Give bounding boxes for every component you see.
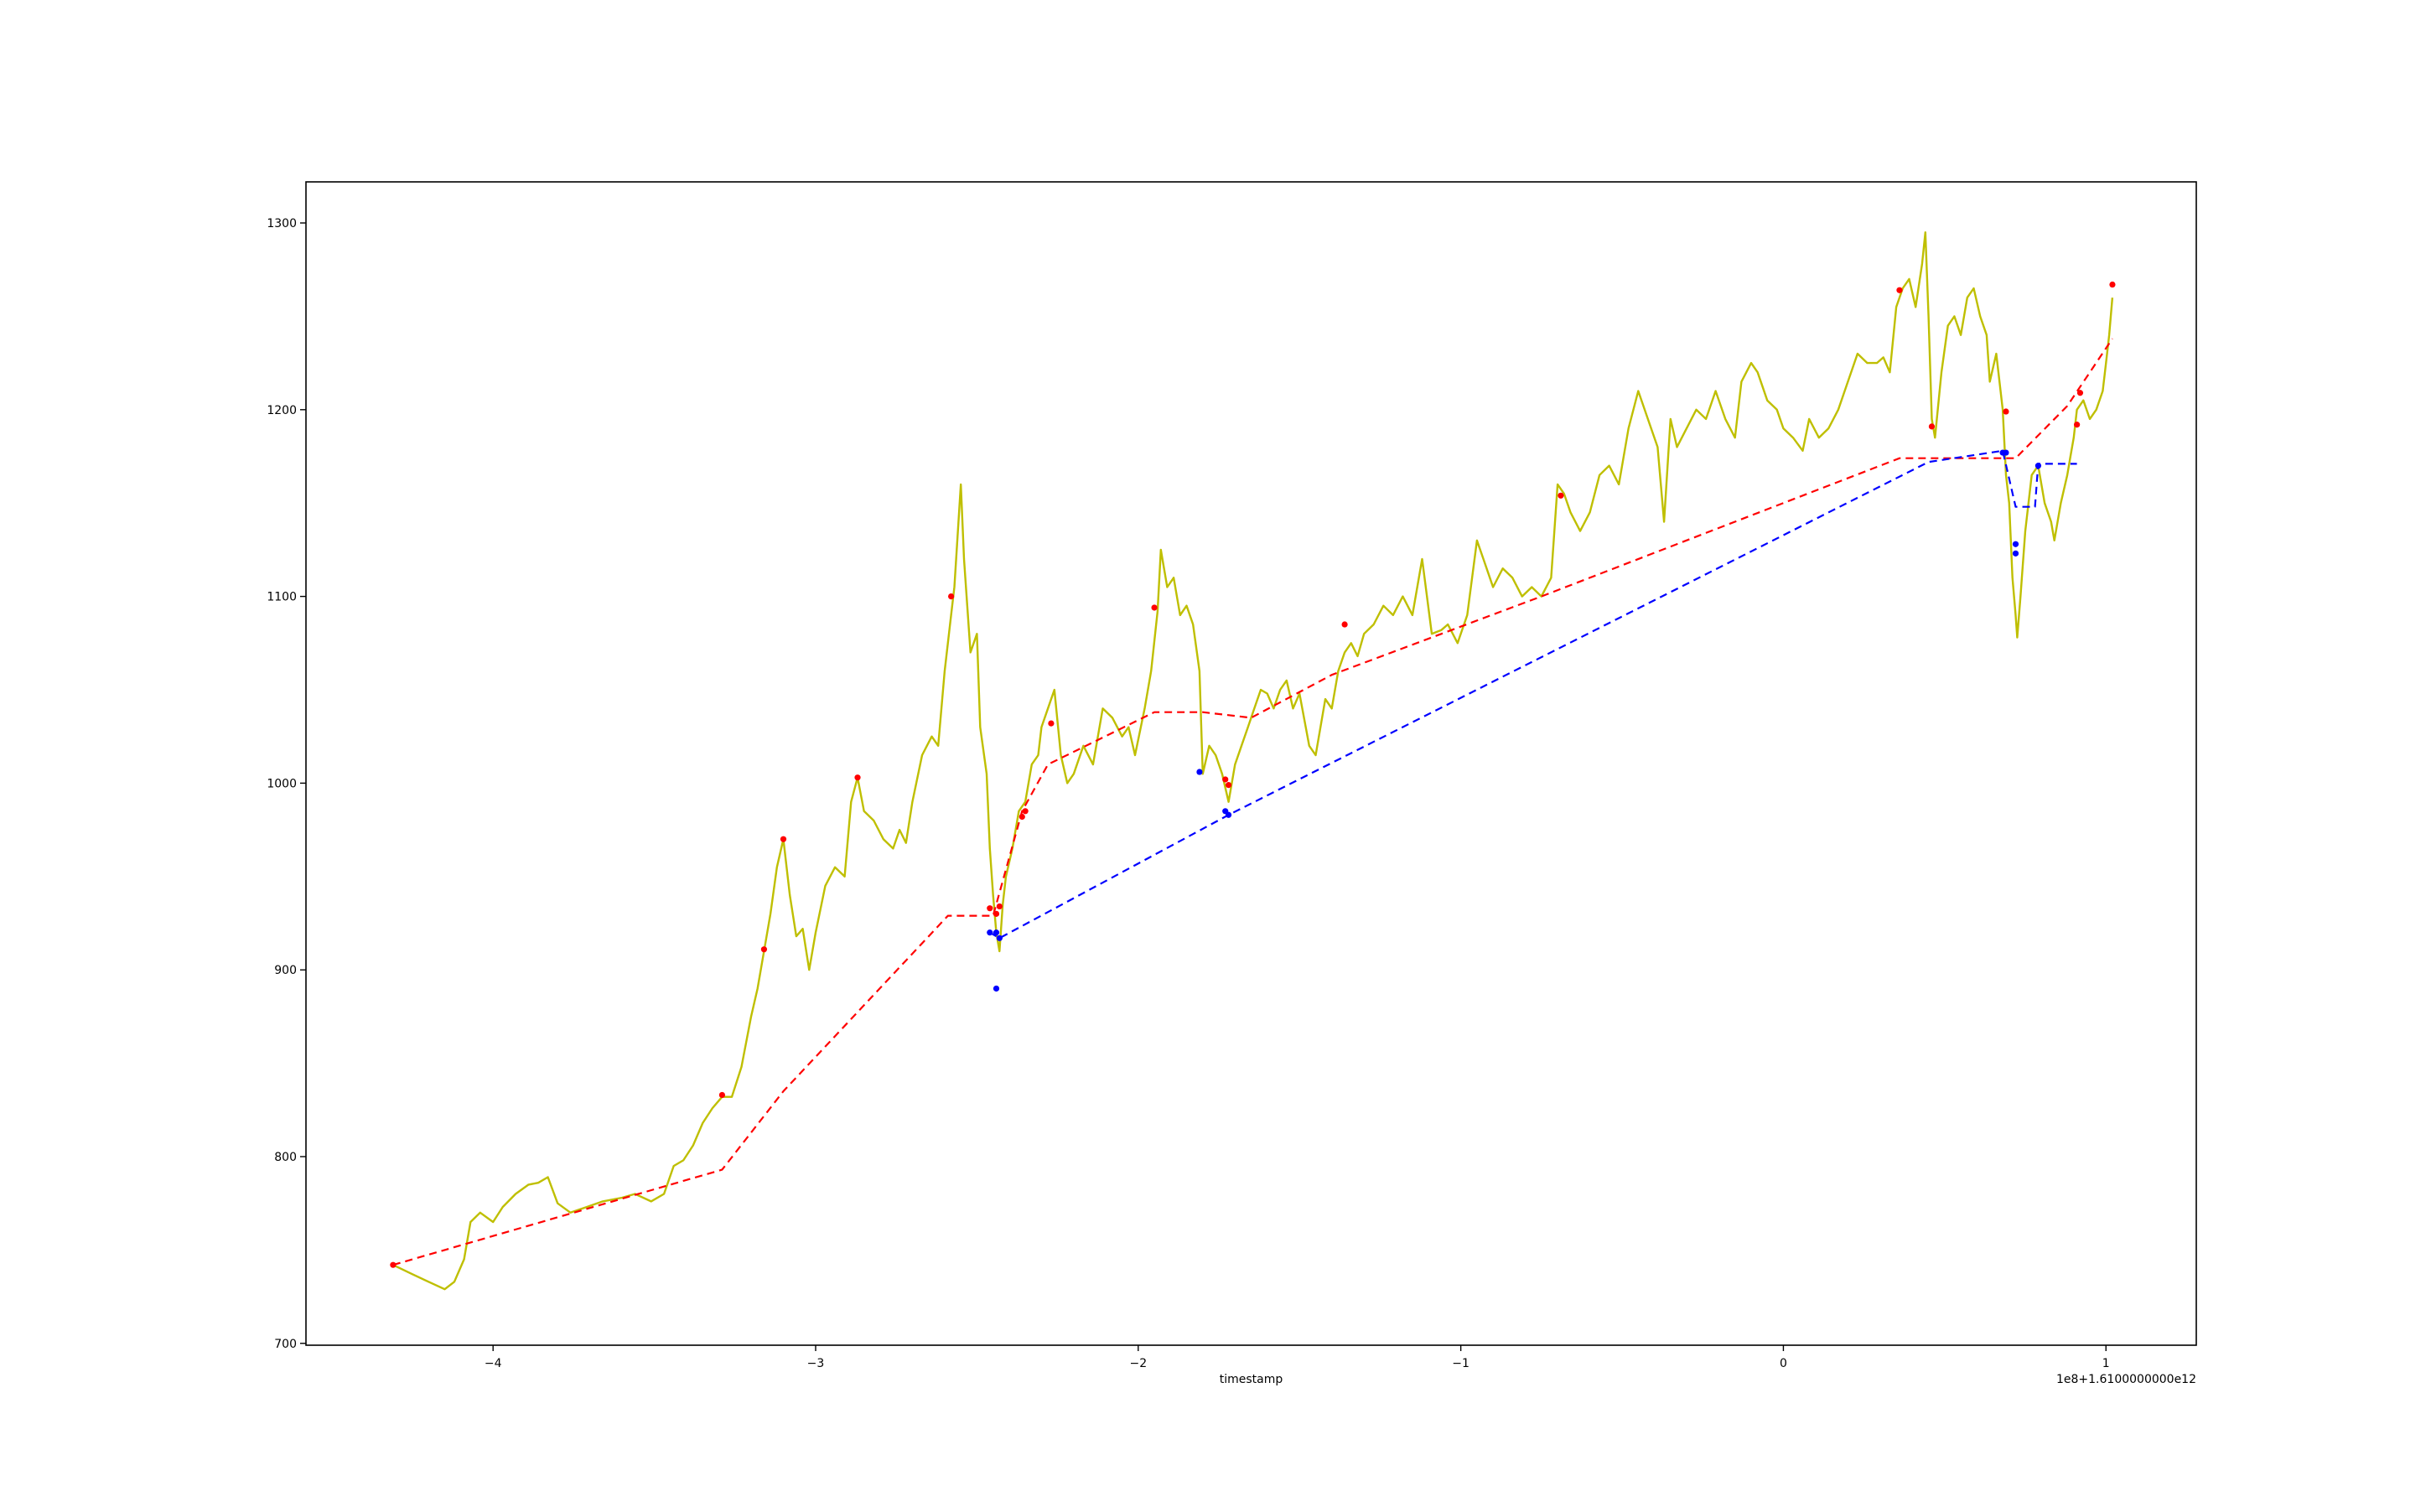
series-red-markers-point: [993, 910, 1000, 917]
series-red-markers-point: [1225, 782, 1232, 789]
series-red-markers-point: [987, 905, 993, 912]
series-blue-markers-point: [2012, 550, 2019, 557]
series-red-markers-point: [2003, 408, 2009, 415]
axes-frame: [305, 181, 2197, 1346]
series-red-markers-point: [2074, 422, 2081, 428]
x-axis-offset-label: 1e8+1.6100000000e12: [2056, 1373, 2196, 1386]
series-red-markers-point: [1222, 776, 1229, 783]
series-blue-dashed-line: [989, 449, 2077, 940]
series-red-markers-point: [854, 774, 861, 781]
x-tick-label: −1: [1452, 1357, 1469, 1370]
series-red-markers-point: [2076, 390, 2084, 396]
y-tick-label: 1000: [267, 777, 297, 790]
x-tick-label: 1: [2102, 1357, 2110, 1370]
plot-area: [390, 231, 2116, 1291]
y-tick-label: 1300: [267, 217, 297, 230]
y-tick-label: 800: [274, 1151, 297, 1164]
series-blue-markers-point: [996, 935, 1003, 941]
series-blue-markers-point: [1225, 811, 1232, 818]
series-price-line: [392, 231, 2114, 1291]
series-red-markers-point: [1048, 720, 1055, 727]
series-blue-markers-point: [2012, 541, 2019, 547]
y-axis: 700 800 900 1000 1100 1200 1300: [267, 217, 306, 1351]
series-red-markers-point: [1022, 808, 1029, 815]
series-red-markers-point: [2109, 281, 2116, 288]
series-red-markers-point: [996, 903, 1003, 910]
series-red-markers-point: [1341, 621, 1348, 628]
x-tick-label: −4: [485, 1357, 502, 1370]
x-axis-label: timestamp: [1220, 1373, 1283, 1386]
x-tick-label: −2: [1129, 1357, 1147, 1370]
series-red-markers-point: [1896, 287, 1903, 293]
x-tick-label: 0: [1780, 1357, 1787, 1370]
series-red-markers-point: [390, 1261, 397, 1268]
series-red-markers-point: [948, 593, 955, 600]
series-red-markers-point: [1151, 604, 1158, 611]
x-tick-label: −3: [807, 1357, 825, 1370]
series-red-markers-point: [1558, 492, 1564, 499]
series-blue-markers-point: [987, 929, 993, 936]
series-blue-markers-point: [993, 929, 1000, 936]
series-blue-markers-point: [2034, 463, 2042, 469]
y-tick-label: 1100: [267, 591, 297, 604]
series-red-markers-point: [1928, 423, 1936, 430]
series-blue-markers-point: [2003, 449, 2009, 456]
y-tick-label: 1200: [267, 404, 297, 417]
series-red-markers-point: [780, 836, 787, 842]
series-blue-markers-point: [993, 985, 1000, 992]
series-red-markers-point: [718, 1091, 726, 1099]
series-red-markers-point: [760, 946, 768, 953]
y-tick-label: 900: [274, 964, 297, 977]
series-blue-markers-point: [1196, 769, 1203, 775]
x-axis: −4 −3 −2 −1 0 1: [485, 1345, 2110, 1370]
series-red-markers-point: [1019, 813, 1025, 821]
y-tick-label: 700: [274, 1338, 297, 1351]
